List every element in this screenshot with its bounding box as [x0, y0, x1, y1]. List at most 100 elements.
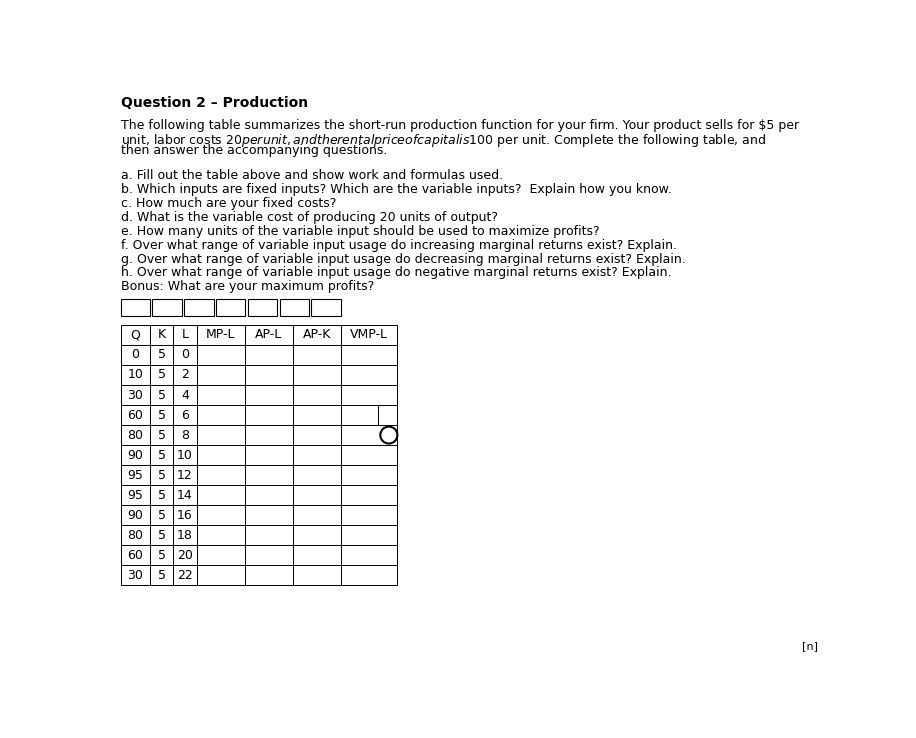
- Bar: [245, 325, 293, 345]
- Bar: [150, 525, 173, 545]
- Bar: [121, 385, 150, 405]
- Bar: [293, 545, 341, 565]
- Text: MP-L: MP-L: [206, 328, 235, 342]
- Text: a. Fill out the table above and show work and formulas used.: a. Fill out the table above and show wor…: [121, 170, 503, 182]
- Bar: [293, 565, 341, 585]
- Bar: [197, 505, 245, 525]
- Bar: [173, 425, 197, 445]
- Bar: [121, 525, 150, 545]
- Bar: [173, 405, 197, 425]
- Bar: [245, 465, 293, 485]
- Bar: [121, 299, 150, 316]
- Bar: [341, 465, 397, 485]
- Bar: [173, 545, 197, 565]
- Text: AP-L: AP-L: [255, 328, 282, 342]
- Bar: [245, 405, 293, 425]
- Text: Question 2 – Production: Question 2 – Production: [121, 96, 308, 110]
- Text: d. What is the variable cost of producing 20 units of output?: d. What is the variable cost of producin…: [121, 211, 497, 224]
- Bar: [245, 385, 293, 405]
- Text: 10: 10: [127, 368, 144, 382]
- Text: g. Over what range of variable input usage do decreasing marginal returns exist?: g. Over what range of variable input usa…: [121, 252, 685, 266]
- Bar: [245, 345, 293, 365]
- Bar: [197, 425, 245, 445]
- Bar: [150, 465, 173, 485]
- Bar: [150, 325, 173, 345]
- Text: 12: 12: [177, 469, 193, 482]
- Bar: [341, 365, 397, 385]
- Text: 5: 5: [158, 548, 166, 562]
- Bar: [311, 299, 341, 316]
- Bar: [197, 565, 245, 585]
- Text: f. Over what range of variable input usage do increasing marginal returns exist?: f. Over what range of variable input usa…: [121, 238, 677, 252]
- Bar: [341, 505, 397, 525]
- Bar: [121, 545, 150, 565]
- Text: unit, labor costs $20 per unit, and the rental price of capital is $100 per unit: unit, labor costs $20 per unit, and the …: [121, 131, 766, 148]
- Bar: [184, 299, 213, 316]
- Bar: [245, 425, 293, 445]
- Text: 5: 5: [158, 449, 166, 461]
- Bar: [341, 325, 397, 345]
- Bar: [173, 365, 197, 385]
- Bar: [341, 385, 397, 405]
- Bar: [197, 325, 245, 345]
- Text: VMP-L: VMP-L: [350, 328, 387, 342]
- Bar: [293, 425, 341, 445]
- Text: 0: 0: [131, 348, 139, 362]
- Text: 10: 10: [177, 449, 193, 461]
- Bar: [245, 445, 293, 465]
- Bar: [173, 345, 197, 365]
- Bar: [197, 445, 245, 465]
- Bar: [293, 365, 341, 385]
- Bar: [197, 345, 245, 365]
- Text: 30: 30: [127, 388, 144, 401]
- Bar: [245, 525, 293, 545]
- Bar: [121, 445, 150, 465]
- Bar: [152, 299, 182, 316]
- Circle shape: [380, 427, 398, 444]
- Text: 60: 60: [127, 548, 144, 562]
- Bar: [150, 345, 173, 365]
- Bar: [173, 485, 197, 505]
- Bar: [216, 299, 245, 316]
- Text: AP-K: AP-K: [302, 328, 331, 342]
- Bar: [341, 425, 397, 445]
- Bar: [173, 465, 197, 485]
- Text: 0: 0: [181, 348, 189, 362]
- Bar: [293, 485, 341, 505]
- Bar: [121, 325, 150, 345]
- Bar: [341, 545, 397, 565]
- Text: 5: 5: [158, 409, 166, 421]
- Bar: [245, 505, 293, 525]
- Bar: [173, 385, 197, 405]
- Text: 5: 5: [158, 388, 166, 401]
- Text: 5: 5: [158, 528, 166, 542]
- Bar: [121, 425, 150, 445]
- Bar: [341, 485, 397, 505]
- Text: 5: 5: [158, 469, 166, 482]
- Bar: [173, 445, 197, 465]
- Bar: [293, 385, 341, 405]
- Bar: [197, 465, 245, 485]
- Bar: [150, 545, 173, 565]
- Bar: [341, 445, 397, 465]
- Text: The following table summarizes the short-run production function for your firm. : The following table summarizes the short…: [121, 120, 799, 132]
- Text: 8: 8: [181, 429, 189, 441]
- Bar: [245, 565, 293, 585]
- Bar: [121, 365, 150, 385]
- Bar: [197, 525, 245, 545]
- Bar: [150, 485, 173, 505]
- Text: 14: 14: [177, 489, 193, 502]
- Bar: [173, 565, 197, 585]
- Bar: [341, 345, 397, 365]
- Text: 22: 22: [177, 569, 193, 582]
- Text: e. How many units of the variable input should be used to maximize profits?: e. How many units of the variable input …: [121, 225, 599, 238]
- Bar: [293, 445, 341, 465]
- Bar: [121, 465, 150, 485]
- Bar: [293, 345, 341, 365]
- Text: 95: 95: [127, 469, 144, 482]
- Text: 5: 5: [158, 569, 166, 582]
- Bar: [121, 565, 150, 585]
- Text: Bonus: What are your maximum profits?: Bonus: What are your maximum profits?: [121, 280, 374, 293]
- Text: then answer the accompanying questions.: then answer the accompanying questions.: [121, 144, 387, 157]
- Bar: [341, 565, 397, 585]
